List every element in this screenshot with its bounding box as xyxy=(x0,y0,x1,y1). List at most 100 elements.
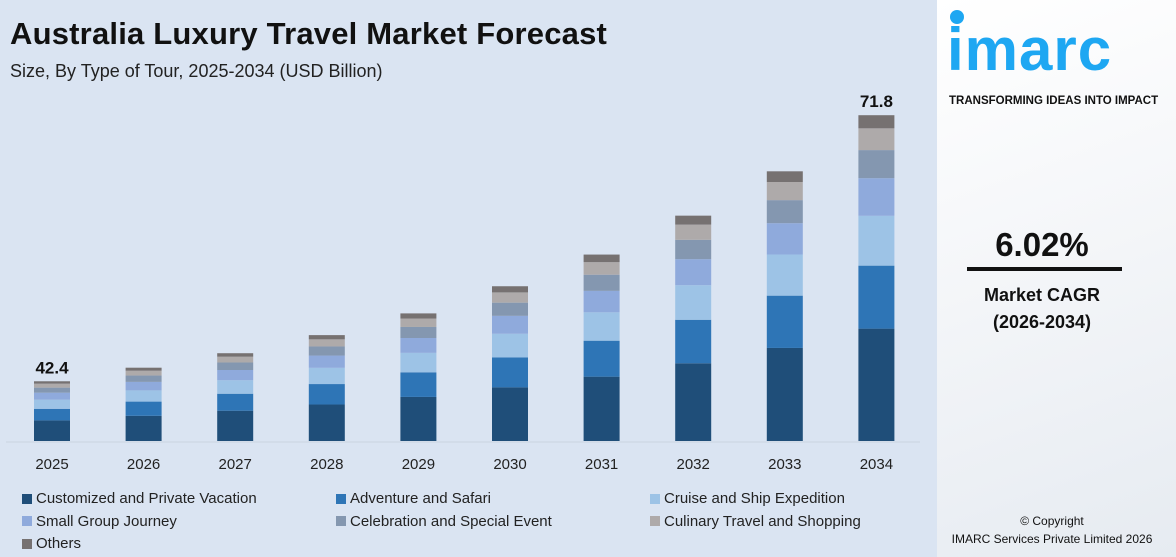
company-name: IMARC Services Private Limited 2026 xyxy=(951,532,1153,546)
bar-segment-2029-s5 xyxy=(400,318,437,327)
bar-segment-2028-s4 xyxy=(308,346,345,356)
bar-segment-2026-s3 xyxy=(125,381,162,391)
bar-segment-2032-s5 xyxy=(675,224,712,240)
bar-segment-2032-s0 xyxy=(675,363,712,441)
bar-segment-2034-s2 xyxy=(858,215,895,266)
bar-segment-2025-s1 xyxy=(34,408,70,421)
bar-segment-2031-s5 xyxy=(583,262,620,275)
legend-swatch xyxy=(22,493,32,504)
bar-segment-2026-s6 xyxy=(125,367,162,371)
legend-swatch xyxy=(336,516,346,526)
bar-segment-2030-s6 xyxy=(492,286,528,293)
bar-segment-2031-s1 xyxy=(583,340,620,377)
bar-segment-2025-s2 xyxy=(34,399,70,409)
legend-swatch xyxy=(650,516,660,526)
bar-segment-2028-s2 xyxy=(308,367,345,385)
x-tick-label: 2027 xyxy=(219,456,252,473)
chart-subtitle: Size, By Type of Tour, 2025-2034 (USD Bi… xyxy=(10,61,383,81)
bar-segment-2034-s0 xyxy=(858,328,895,441)
bar-segment-2033-s0 xyxy=(766,347,803,441)
legend-label: Small Group Journey xyxy=(36,512,177,530)
x-tick-label: 2031 xyxy=(585,456,618,473)
copyright: © Copyright xyxy=(1020,514,1084,528)
bar-segment-2026-s5 xyxy=(125,370,162,376)
cagr-period: (2026-2034) xyxy=(992,312,1092,332)
bar-segment-2032-s6 xyxy=(675,215,712,225)
bar-segment-2033-s3 xyxy=(766,223,803,255)
cagr-divider xyxy=(967,267,1122,271)
bar-segment-2029-s3 xyxy=(400,337,437,353)
legend-label: Others xyxy=(36,535,82,552)
stacked-bar-chart: 2025 42.4 2026 2027 2028 2029 2030 2031 2032 2033… xyxy=(6,92,920,473)
bar-segment-2028-s5 xyxy=(308,339,345,347)
legend-item: Adventure and Safari xyxy=(336,490,491,507)
bar-segment-2031-s6 xyxy=(583,254,620,263)
bar-segment-2030-s2 xyxy=(492,333,528,358)
logo-tagline: TRANSFORMING IDEAS INTO IMPACT xyxy=(949,95,1159,107)
bar-segment-2031-s2 xyxy=(583,312,620,341)
bar-segment-2031-s0 xyxy=(583,376,620,441)
bar-segment-2030-s1 xyxy=(492,357,528,388)
data-label-2025: 42.4 xyxy=(35,358,69,377)
legend-swatch xyxy=(22,516,32,526)
bar-segment-2033-s6 xyxy=(766,171,803,183)
legend-item: Customized and Private Vacation xyxy=(22,490,257,507)
bar-segment-2025-s6 xyxy=(34,381,70,384)
logo-dot xyxy=(950,10,964,24)
bar-segment-2030-s5 xyxy=(492,292,528,303)
bar-segment-2029-s4 xyxy=(400,326,437,338)
bar-segment-2027-s5 xyxy=(217,356,254,363)
bar-segment-2034-s5 xyxy=(858,128,895,151)
imarc-logo: imarc xyxy=(947,16,1113,83)
bar-segment-2029-s0 xyxy=(400,396,437,441)
bar-segment-2032-s1 xyxy=(675,319,712,364)
bar-segment-2028-s6 xyxy=(308,335,345,340)
cagr-value: 6.02% xyxy=(995,226,1089,263)
legend-label: Customized and Private Vacation xyxy=(36,490,257,507)
bar-segment-2032-s2 xyxy=(675,285,712,320)
bar-segment-2025-s0 xyxy=(34,420,70,441)
bar-segment-2025-s3 xyxy=(34,392,70,400)
legend-swatch xyxy=(650,493,660,504)
bar-segment-2034-s3 xyxy=(858,178,895,216)
bar-segment-2026-s4 xyxy=(125,375,162,382)
legend-item: Culinary Travel and Shopping xyxy=(650,513,861,530)
x-tick-label: 2034 xyxy=(860,456,893,473)
bar-segment-2025-s4 xyxy=(34,387,70,393)
bar-segment-2034-s4 xyxy=(858,150,895,179)
legend-label: Culinary Travel and Shopping xyxy=(664,512,861,530)
x-tick-label: 2028 xyxy=(310,456,343,473)
bar-segment-2026-s0 xyxy=(125,415,162,441)
x-tick-label: 2033 xyxy=(768,456,801,473)
bar-segment-2027-s6 xyxy=(217,353,254,357)
x-tick-label: 2030 xyxy=(493,456,526,473)
legend-label: Celebration and Special Event xyxy=(350,512,552,530)
bar-segment-2026-s1 xyxy=(125,401,162,416)
bar-segment-2030-s3 xyxy=(492,315,528,334)
bar-segment-2033-s1 xyxy=(766,295,803,348)
chart-title: Australia Luxury Travel Market Forecast xyxy=(10,16,608,51)
brand-panel: imarc TRANSFORMING IDEAS INTO IMPACT 6.0… xyxy=(937,0,1176,557)
legend-label: Adventure and Safari xyxy=(350,490,491,507)
bar-segment-2027-s2 xyxy=(217,380,254,394)
legend-item: Others xyxy=(22,535,81,552)
bar-segment-2026-s2 xyxy=(125,390,162,402)
bar-segment-2031-s4 xyxy=(583,274,620,291)
x-tick-label: 2026 xyxy=(127,456,160,473)
bar-segment-2027-s4 xyxy=(217,362,254,371)
bar-segment-2027-s3 xyxy=(217,370,254,381)
legend-item: Small Group Journey xyxy=(22,513,177,530)
bar-segment-2031-s3 xyxy=(583,290,620,313)
bar-segment-2029-s1 xyxy=(400,372,437,397)
legend-swatch xyxy=(22,538,32,549)
bar-segment-2029-s2 xyxy=(400,352,437,373)
legend-swatch xyxy=(336,493,346,504)
bar-segment-2025-s5 xyxy=(34,383,70,388)
legend-item: Celebration and Special Event xyxy=(336,513,552,530)
cagr-label: Market CAGR xyxy=(983,285,1101,305)
bar-segment-2034-s1 xyxy=(858,265,895,329)
bar-segment-2027-s1 xyxy=(217,393,254,411)
bar-segment-2032-s3 xyxy=(675,259,712,286)
bar-segment-2028-s0 xyxy=(308,404,345,441)
x-tick-label: 2025 xyxy=(35,456,68,473)
